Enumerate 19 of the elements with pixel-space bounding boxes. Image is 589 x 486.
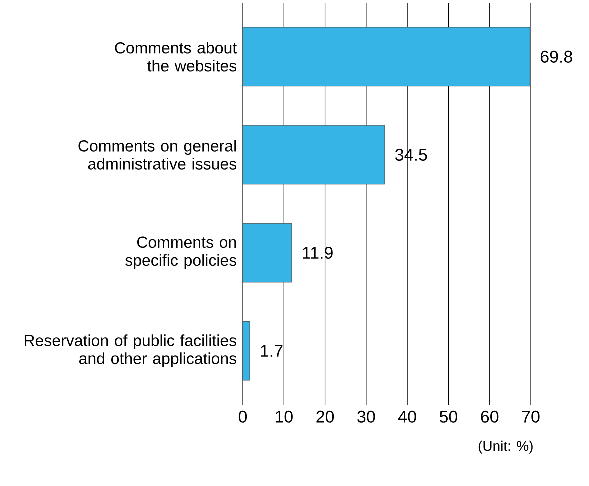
- bar: [242, 223, 292, 283]
- bar: [242, 125, 386, 185]
- x-tick-label: 10: [276, 410, 293, 423]
- y-tick-label: Comments on general administrative issues: [78, 140, 237, 170]
- x-tick-label: 70: [522, 410, 540, 423]
- x-tick-label: 50: [440, 410, 458, 423]
- x-tick-label: 30: [358, 410, 376, 423]
- x-tick-label: 60: [481, 410, 499, 423]
- data-label: 69.8: [540, 50, 572, 63]
- bar: [242, 27, 530, 87]
- x-tick-label: 20: [316, 410, 334, 423]
- x-tick-label: 0: [238, 410, 248, 423]
- text: (Unit: %): [478, 440, 533, 454]
- y-tick-label: Reservation of public facilities and other applications: [25, 334, 237, 368]
- y-tick-label: Comments about the websites: [115, 42, 237, 72]
- data-label: 1.7: [261, 345, 283, 357]
- bar: [242, 321, 250, 381]
- y-tick-label: Comments on specific policies: [126, 236, 237, 270]
- x-tick-label: 40: [398, 410, 416, 423]
